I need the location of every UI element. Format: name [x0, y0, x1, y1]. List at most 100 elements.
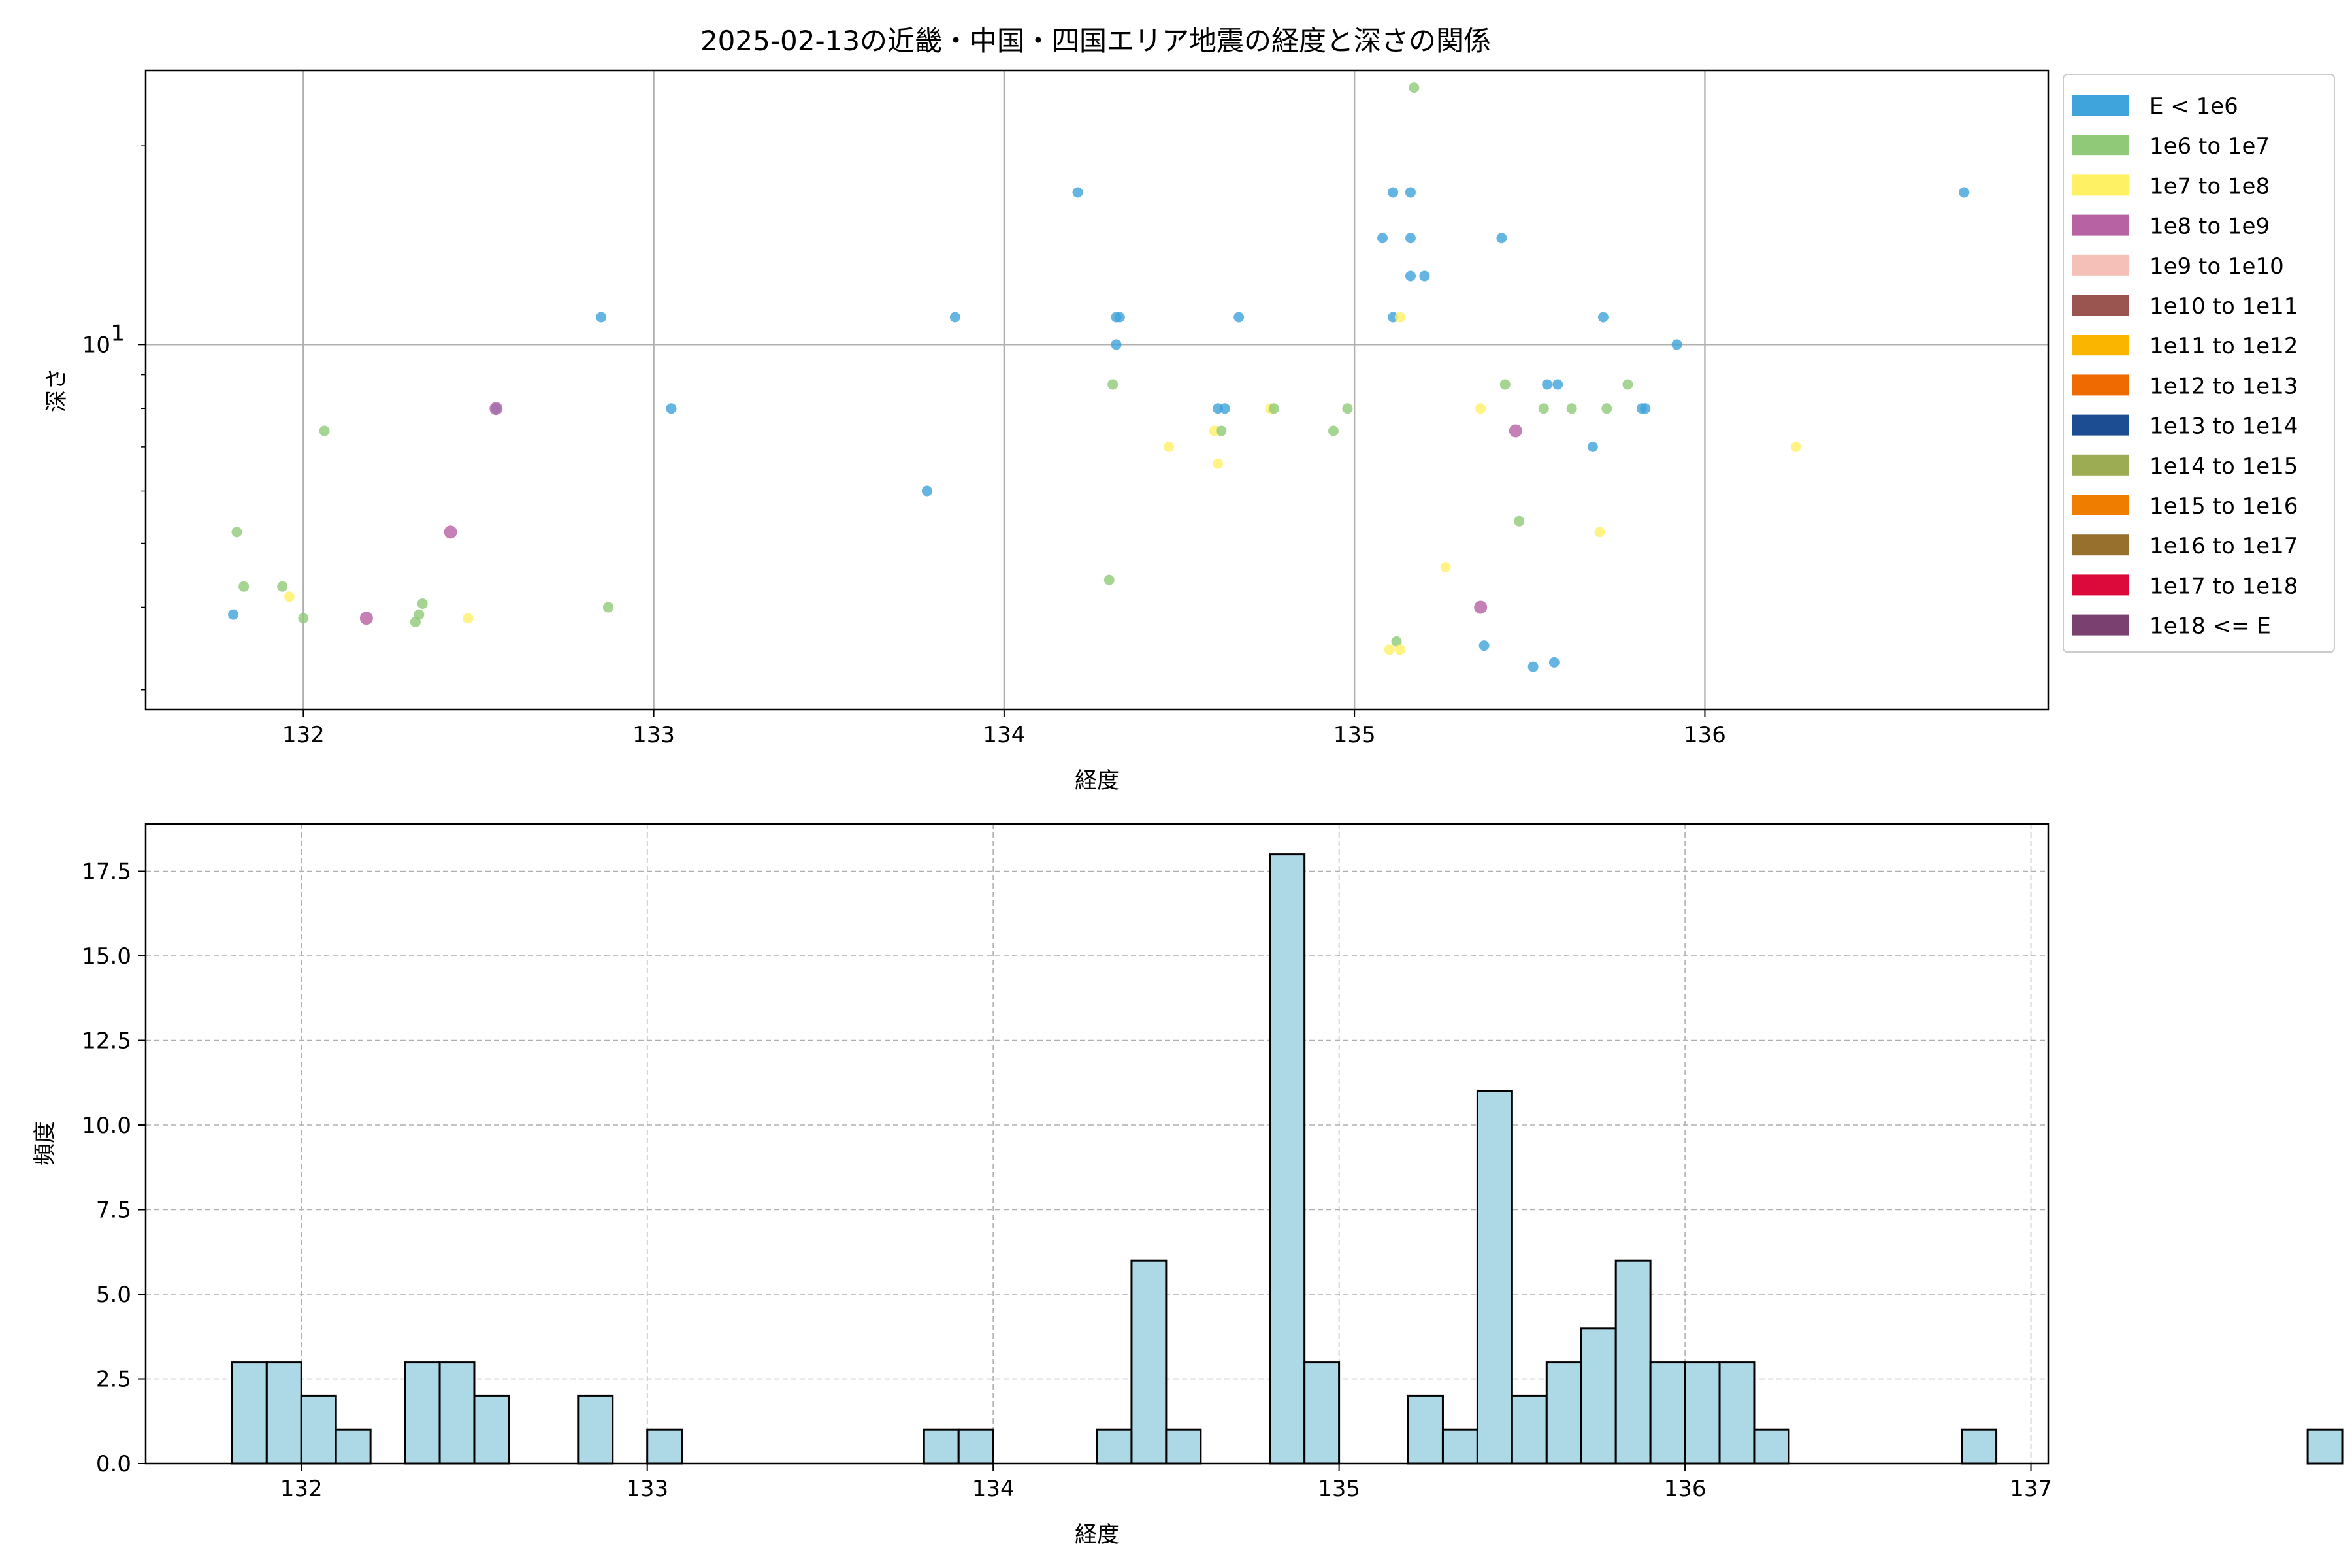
scatter-point	[231, 527, 242, 538]
legend-label: 1e8 to 1e9	[2149, 214, 2270, 240]
scatter-y-tick-label: 10	[82, 332, 110, 358]
histogram-y-tick-label: 0.0	[96, 1451, 131, 1477]
legend-swatch	[2072, 574, 2129, 596]
histogram-bar	[1441, 1428, 1478, 1465]
chart-title: 2025-02-13の近畿・中国・四国エリア地震の経度と深さの関係	[700, 25, 1491, 57]
scatter-point	[1233, 312, 1245, 323]
legend-swatch	[2072, 254, 2129, 276]
histogram-y-tick-label: 17.5	[82, 859, 131, 885]
legend-label: 1e15 to 1e16	[2149, 493, 2298, 519]
histogram-bar	[1269, 853, 1306, 1465]
scatter-axes: 132 133 134 135 136 10 1	[82, 145, 1726, 748]
legend-label: 1e13 to 1e14	[2149, 414, 2298, 440]
scatter-x-axis-label: 経度	[1075, 768, 1119, 794]
histogram-bar	[1130, 1259, 1168, 1465]
scatter-point	[921, 485, 932, 497]
scatter-x-tick-label: 135	[1333, 722, 1376, 748]
histogram-bar	[335, 1428, 372, 1465]
legend-swatch	[2072, 534, 2129, 556]
legend-swatch	[2072, 214, 2129, 236]
scatter-point	[1114, 312, 1125, 323]
scatter-point	[1552, 379, 1563, 390]
scatter-point	[1959, 187, 1970, 198]
scatter-points	[228, 82, 1970, 672]
scatter-point	[1377, 233, 1388, 244]
scatter-point	[949, 312, 960, 323]
legend-swatch	[2072, 135, 2129, 156]
scatter-x-tick-label: 136	[1684, 722, 1726, 748]
legend-label: 1e6 to 1e7	[2149, 133, 2270, 159]
scatter-point	[1391, 636, 1402, 647]
histogram-x-tick-label: 137	[2010, 1476, 2052, 1502]
scatter-point	[359, 612, 373, 625]
legend-label: 1e9 to 1e10	[2149, 253, 2284, 280]
legend-swatch	[2072, 95, 2129, 116]
histogram-x-tick-label: 134	[972, 1476, 1015, 1502]
legend-items: E < 1e6 1e6 to 1e7 1e7 to 1e8 1e8 to 1e9 1e9…	[2072, 93, 2298, 640]
scatter-point	[1405, 270, 1416, 282]
histogram-x-axis-label: 経度	[1075, 1522, 1119, 1548]
scatter-point	[602, 602, 613, 613]
scatter-point	[1394, 312, 1405, 323]
scatter-point	[1509, 424, 1522, 438]
legend-label: E < 1e6	[2149, 93, 2238, 120]
scatter-point	[1394, 644, 1405, 655]
scatter-x-tick-label: 134	[983, 722, 1025, 748]
scatter-chart: 2025-02-13の近畿・中国・四国エリア地震の経度と深さの関係 132 133…	[44, 25, 2335, 794]
histogram-bar	[2306, 1428, 2344, 1465]
scatter-point	[298, 613, 309, 624]
histogram-bar	[1684, 1361, 1721, 1465]
scatter-point	[1514, 515, 1525, 527]
histogram-bar	[231, 1361, 268, 1465]
scatter-point	[228, 609, 239, 620]
legend-swatch	[2072, 454, 2129, 476]
scatter-point	[1587, 441, 1598, 452]
histogram-bar	[404, 1361, 441, 1465]
scatter-point	[1499, 379, 1511, 390]
histogram-bar	[1614, 1259, 1652, 1465]
legend-swatch	[2072, 495, 2129, 515]
scatter-point	[1478, 640, 1490, 651]
legend-swatch	[2072, 335, 2129, 356]
histogram-bar	[923, 1428, 960, 1465]
scatter-point	[1268, 403, 1279, 414]
scatter-point	[1538, 403, 1549, 414]
scatter-point	[277, 581, 288, 592]
scatter-point	[1440, 562, 1451, 573]
scatter-point	[1216, 425, 1227, 436]
scatter-point	[1405, 233, 1416, 244]
scatter-point	[238, 581, 250, 592]
scatter-point	[417, 598, 428, 610]
histogram-bar	[1580, 1327, 1617, 1465]
scatter-point	[1213, 458, 1224, 469]
legend-label: 1e17 to 1e18	[2149, 573, 2298, 599]
scatter-plot-area	[144, 69, 2050, 711]
histogram-bar	[1096, 1428, 1133, 1465]
scatter-point	[1419, 270, 1430, 282]
scatter-point	[1622, 379, 1633, 390]
scatter-point	[1103, 574, 1115, 585]
scatter-y-axis-label: 深さ	[44, 368, 70, 412]
histogram-bar	[1165, 1428, 1202, 1465]
scatter-point	[1475, 403, 1486, 414]
histogram-bar	[1511, 1394, 1548, 1465]
legend-label: 1e18 <= E	[2149, 613, 2271, 640]
scatter-point	[489, 402, 503, 416]
scatter-point	[1409, 82, 1420, 93]
scatter-point	[1342, 403, 1353, 414]
scatter-point	[1548, 657, 1560, 668]
scatter-point	[1072, 187, 1083, 198]
scatter-point	[1405, 187, 1416, 198]
histogram-bar	[1303, 1361, 1341, 1465]
histogram-bar	[1753, 1428, 1790, 1465]
histogram-bar	[265, 1361, 302, 1465]
scatter-point	[1163, 441, 1174, 452]
legend-swatch	[2072, 414, 2129, 436]
legend-swatch	[2072, 295, 2129, 316]
scatter-point	[463, 613, 474, 624]
histogram-y-tick-label: 2.5	[96, 1367, 131, 1393]
histogram-y-tick-label: 5.0	[96, 1282, 131, 1308]
scatter-point	[1107, 379, 1119, 390]
histogram-bar	[1545, 1361, 1582, 1465]
